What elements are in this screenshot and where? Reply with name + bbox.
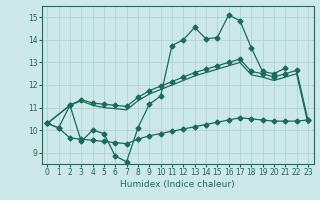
X-axis label: Humidex (Indice chaleur): Humidex (Indice chaleur) bbox=[120, 180, 235, 189]
